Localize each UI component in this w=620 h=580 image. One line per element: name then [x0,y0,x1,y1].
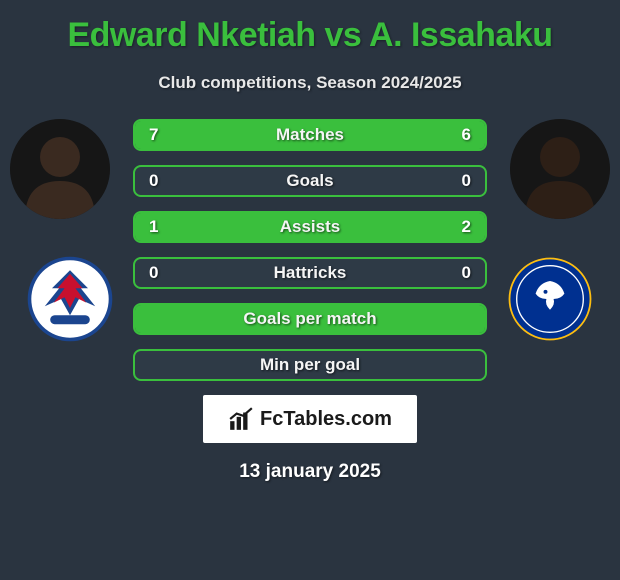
watermark-text: FcTables.com [260,408,392,431]
stat-label: Goals per match [135,309,485,329]
stat-row: 76Matches [133,119,487,151]
stat-bars: 76Matches 00Goals 12Assists 00Hattricks Goal… [133,119,487,381]
leicester-crest-icon [505,254,595,344]
avatar-placeholder-icon [510,119,610,219]
stat-row: 12Assists [133,211,487,243]
stat-label: Min per goal [135,355,485,375]
stat-row: Goals per match [133,303,487,335]
title-player2: A. Issahaku [369,16,552,54]
card-date: 13 january 2025 [0,461,620,483]
player2-avatar [510,119,610,219]
stat-label: Hattricks [135,263,485,283]
stat-row: 00Goals [133,165,487,197]
avatar-placeholder-icon [10,119,110,219]
fctables-logo-icon [228,406,254,432]
stat-label: Goals [135,171,485,191]
club2-crest [500,249,600,349]
title-player1: Edward Nketiah [67,16,315,54]
stat-row: 00Hattricks [133,257,487,289]
crystal-palace-crest-icon [25,254,115,344]
watermark: FcTables.com [203,395,417,443]
stats-area: 76Matches 00Goals 12Assists 00Hattricks Goal… [0,119,620,381]
card-title: Edward Nketiah vs A. Issahaku [0,16,620,55]
stat-label: Assists [135,217,485,237]
player1-avatar [10,119,110,219]
stat-row: Min per goal [133,349,487,381]
club1-crest [20,249,120,349]
comparison-card: Edward Nketiah vs A. Issahaku Club compe… [0,0,620,580]
card-subtitle: Club competitions, Season 2024/2025 [0,73,620,93]
stat-label: Matches [135,125,485,145]
title-vs: vs [325,16,362,54]
